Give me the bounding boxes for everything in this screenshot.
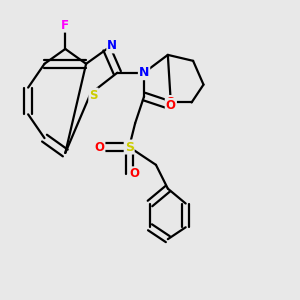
Text: N: N <box>107 40 117 52</box>
Text: S: S <box>125 140 134 154</box>
Text: F: F <box>61 19 69 32</box>
Text: O: O <box>166 96 176 109</box>
Text: N: N <box>139 66 149 79</box>
Text: O: O <box>94 140 104 154</box>
Text: O: O <box>166 99 176 112</box>
Text: O: O <box>130 167 140 180</box>
Text: S: S <box>89 88 98 101</box>
